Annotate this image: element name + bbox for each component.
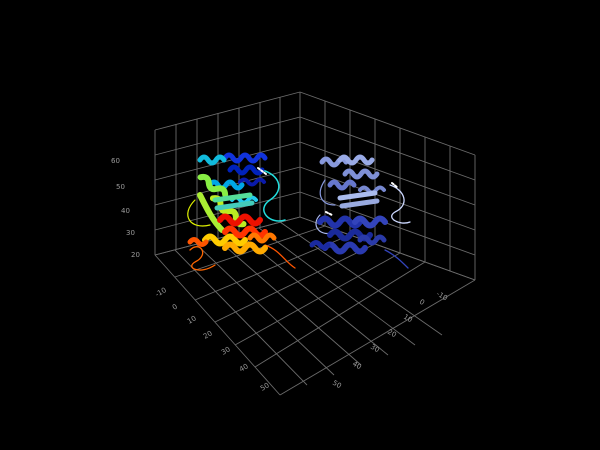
z-tick-label: 20 xyxy=(131,251,140,259)
y-axis-ticks: -10 0 10 20 30 40 50 xyxy=(331,290,449,390)
z-tick-label: 60 xyxy=(111,157,120,165)
x-tick-label: 40 xyxy=(238,362,250,373)
y-tick-label: 10 xyxy=(402,313,414,324)
y-tick-label: 40 xyxy=(351,360,363,371)
z-tick-label: 40 xyxy=(121,207,130,215)
y-tick-label: 20 xyxy=(386,328,398,339)
protein-structure-blue[interactable] xyxy=(309,154,411,269)
x-tick-label: 30 xyxy=(220,345,232,356)
y-tick-label: 0 xyxy=(418,298,426,307)
protein-structure-rainbow[interactable] xyxy=(187,152,296,271)
x-tick-label: 10 xyxy=(186,314,198,325)
z-tick-label: 30 xyxy=(126,229,135,237)
y-tick-label: 30 xyxy=(369,343,381,354)
x-tick-label: 20 xyxy=(202,329,214,340)
x-tick-label: 0 xyxy=(171,303,179,312)
x-tick-label: 50 xyxy=(259,381,271,392)
y-tick-label: 50 xyxy=(331,379,343,390)
z-axis-ticks: 20 30 40 50 60 xyxy=(111,157,140,259)
z-tick-label: 50 xyxy=(116,183,125,191)
